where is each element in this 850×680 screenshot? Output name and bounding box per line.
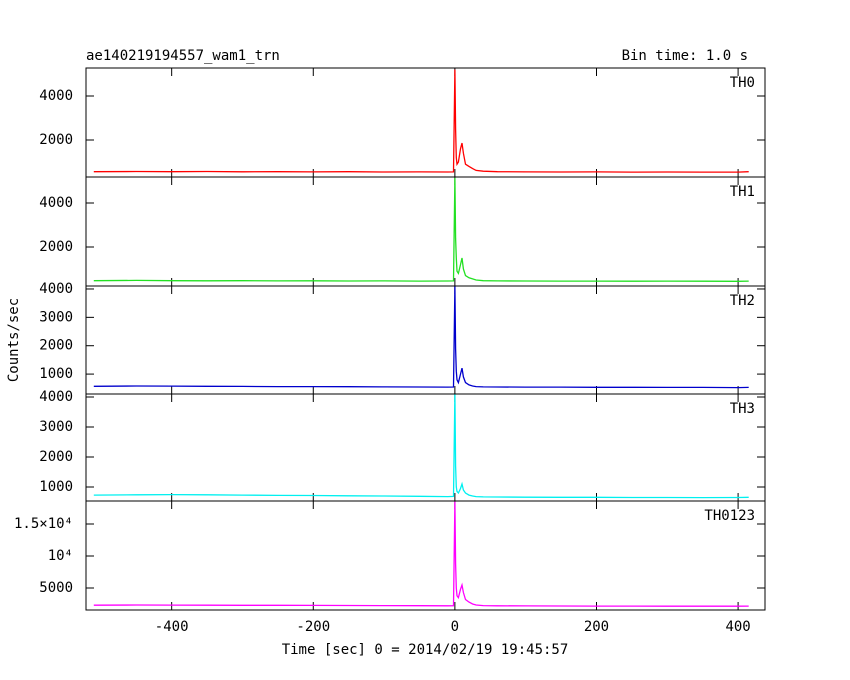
panel-frame xyxy=(85,285,766,395)
y-tick-label: 2000 xyxy=(39,132,73,148)
y-tick-label: 4000 xyxy=(39,195,73,211)
x-tick-label: -200 xyxy=(296,619,330,635)
light-curve xyxy=(93,69,749,173)
panel-label: TH1 xyxy=(730,184,755,200)
y-tick-label: 4000 xyxy=(39,389,73,405)
panel-label: TH2 xyxy=(730,293,755,309)
panel-label: TH0123 xyxy=(704,508,755,524)
y-tick-label: 2000 xyxy=(39,239,73,255)
x-tick-label: 200 xyxy=(584,619,609,635)
y-tick-label: 10⁴ xyxy=(48,548,73,564)
y-tick-label: 1000 xyxy=(39,479,73,495)
bin-time: Bin time: 1.0 s xyxy=(622,48,748,64)
y-tick-label: 1.5×10⁴ xyxy=(14,516,73,532)
x-tick-label: 400 xyxy=(725,619,750,635)
chart-title: ae140219194557_wam1_trn xyxy=(86,48,280,64)
panel-label: TH3 xyxy=(730,401,755,417)
y-tick-label: 2000 xyxy=(39,449,73,465)
y-tick-label: 1000 xyxy=(39,366,73,382)
light-curve xyxy=(93,286,749,389)
y-tick-label: 4000 xyxy=(39,281,73,297)
panel-label: TH0 xyxy=(730,75,755,91)
panel-frame xyxy=(85,176,766,287)
light-curve xyxy=(93,177,749,282)
panel-frame xyxy=(85,67,766,178)
x-axis-label: Time [sec] 0 = 2014/02/19 19:45:57 xyxy=(282,642,569,658)
panel-frame xyxy=(85,500,766,611)
y-tick-label: 5000 xyxy=(39,580,73,596)
y-tick-label: 3000 xyxy=(39,419,73,435)
x-tick-label: -400 xyxy=(155,619,189,635)
light-curve xyxy=(93,501,749,607)
y-tick-label: 3000 xyxy=(39,309,73,325)
x-tick-label: 0 xyxy=(451,619,459,635)
y-tick-label: 2000 xyxy=(39,338,73,354)
y-axis-label: Counts/sec xyxy=(6,298,22,382)
y-tick-label: 4000 xyxy=(39,88,73,104)
panel-frame xyxy=(85,393,766,502)
light-curve xyxy=(93,394,749,499)
